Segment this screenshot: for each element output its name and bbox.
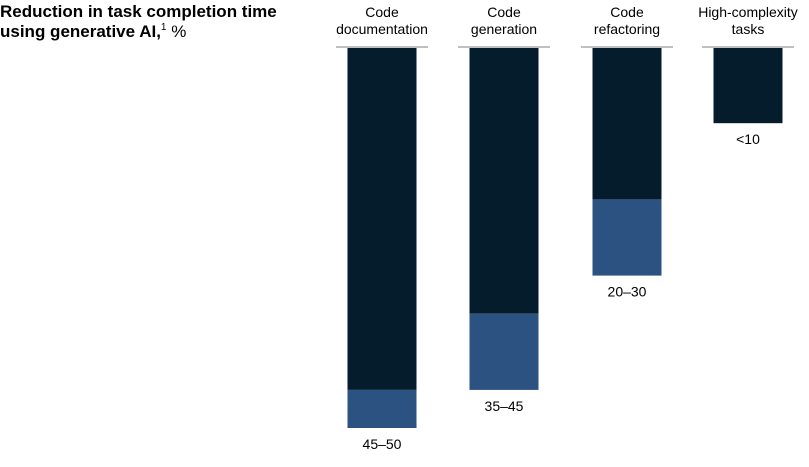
category-label-line: High-complexity <box>698 4 798 20</box>
bar-base-segment <box>469 48 539 314</box>
bar-range-segment <box>592 199 662 276</box>
data-label: 20–30 <box>608 284 647 300</box>
category-label: Code documentation <box>336 4 428 37</box>
bar-base-segment <box>347 48 417 390</box>
chart-title-text: Reduction in task completion time using … <box>0 2 277 41</box>
category-label-line: generation <box>471 21 537 37</box>
data-label: 45–50 <box>363 436 402 452</box>
category-label-line: refactoring <box>594 21 660 37</box>
category-label-line: tasks <box>732 21 765 37</box>
category-label-line: Code <box>487 4 521 20</box>
category-label: High-complexity tasks <box>698 4 798 37</box>
bar-range-segment <box>469 313 539 390</box>
category-label-line: documentation <box>336 21 428 37</box>
chart-title-unit: % <box>171 22 187 41</box>
chart-title: Reduction in task completion time using … <box>0 2 290 42</box>
bar-base-segment <box>592 48 662 200</box>
category-label-line: Code <box>610 4 644 20</box>
data-label: 35–45 <box>485 398 524 414</box>
chart-title-footnote: 1 <box>160 22 167 33</box>
category-label-line: Code <box>365 4 399 20</box>
bar-base-segment <box>713 48 783 124</box>
bar-range-segment <box>347 389 417 428</box>
category-label: Code generation <box>471 4 537 37</box>
category-label: Code refactoring <box>594 4 660 37</box>
data-label: <10 <box>736 131 760 147</box>
